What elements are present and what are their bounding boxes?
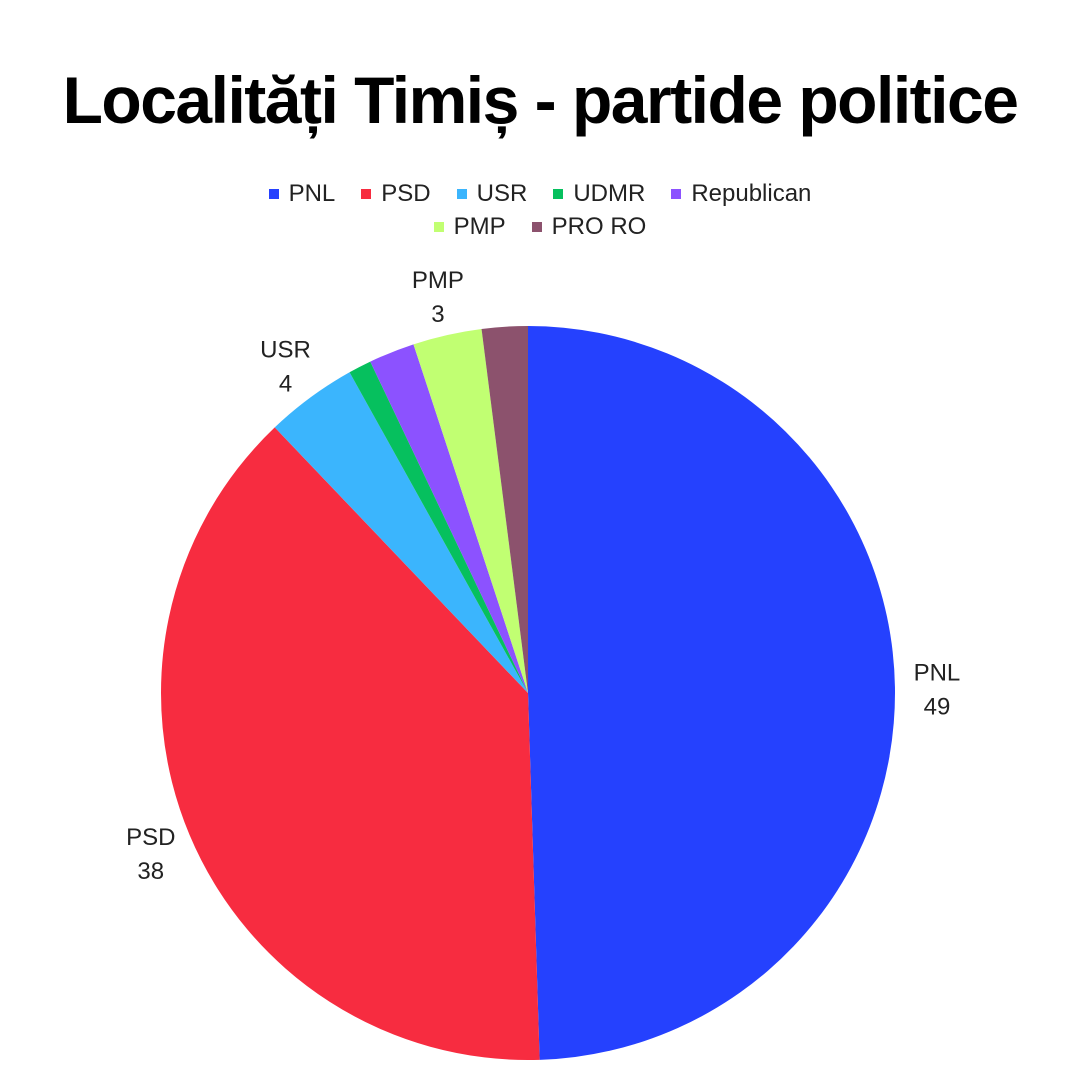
data-label-name: PNL (914, 660, 961, 687)
legend-label: USR (476, 180, 528, 207)
legend-label: PSD (381, 180, 431, 207)
legend-label: PNL (288, 180, 336, 207)
legend-label: PMP (453, 213, 506, 240)
legend-label: UDMR (573, 180, 646, 207)
legend-swatch (671, 189, 682, 199)
legend-item-usr: USR (456, 180, 528, 208)
legend-swatch (361, 189, 372, 199)
data-label-name: PSD (126, 824, 175, 851)
chart-title: Localități Timiș - partide politice (62, 63, 1019, 137)
data-label-value: 38 (137, 858, 164, 885)
legend-item-udmr: UDMR (553, 180, 645, 208)
pie-slice-pro-ro (481, 326, 528, 693)
legend-swatch (268, 189, 279, 199)
legend-row: PNL PSD USR UDMR Republican (0, 180, 1080, 208)
pie-slice-udmr (349, 361, 528, 693)
pie-slice-pmp (413, 328, 528, 693)
legend-item-pmp: PMP (433, 213, 506, 241)
legend-item-pro-ro: PRO RO (531, 213, 647, 241)
data-label-value: 49 (924, 694, 951, 721)
legend-swatch (433, 222, 444, 232)
legend-item-republican: Republican (671, 180, 811, 208)
legend-row: PMP PRO RO (0, 213, 1080, 241)
pie-slice-pnl (528, 326, 895, 1060)
legend-label: PRO RO (551, 213, 647, 240)
legend-swatch (553, 189, 564, 199)
data-label-value: 4 (279, 371, 292, 398)
legend-item-pnl: PNL (268, 180, 336, 208)
data-label-name: PMP (412, 267, 464, 294)
legend-item-psd: PSD (361, 180, 431, 208)
legend-swatch (456, 189, 467, 199)
data-label-name: USR (260, 337, 311, 364)
data-label-value: 3 (431, 301, 444, 328)
pie-slice-republican (370, 344, 528, 693)
pie-slice-usr (274, 372, 528, 693)
legend-label: Republican (691, 180, 812, 207)
pie-slice-psd (161, 427, 540, 1060)
legend-swatch (531, 222, 542, 232)
